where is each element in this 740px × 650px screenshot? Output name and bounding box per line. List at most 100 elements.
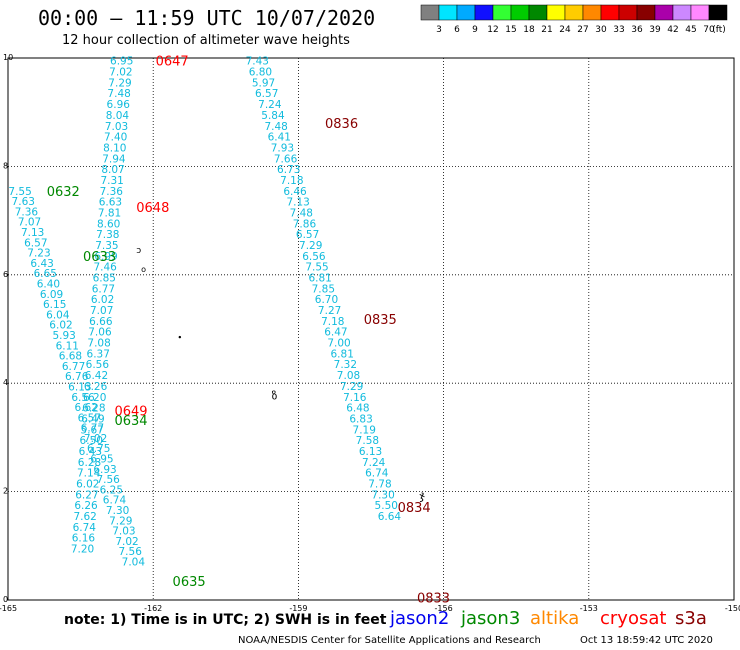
colorbar-unit: (ft): [712, 25, 726, 35]
wave-height-label: 6.09: [40, 289, 63, 301]
wave-height-label: 6.95: [90, 454, 113, 466]
wave-height-label: 6.62: [74, 402, 97, 414]
colorbar-label: 70: [703, 25, 715, 35]
pass-time-label: 0633: [83, 250, 116, 265]
wave-height-label: 7.20: [71, 544, 94, 556]
wave-height-label: 7.55: [305, 262, 328, 274]
wave-height-label: 7.48: [107, 88, 130, 100]
wave-height-label: 5.93: [52, 330, 75, 342]
wave-height-label: 7.18: [321, 316, 344, 328]
wave-height-label: 7.02: [115, 536, 138, 548]
island-glyph: o: [141, 265, 146, 274]
island-glyph: ɔ: [136, 246, 141, 256]
wave-height-label: 6.74: [73, 522, 97, 534]
wave-height-label: 6.43: [30, 258, 53, 270]
y-tick-label: 8: [3, 161, 8, 170]
colorbar-label: 3: [436, 25, 442, 35]
wave-height-label: 7.38: [96, 229, 119, 241]
colorbar-label: 21: [541, 25, 552, 35]
colorbar-label: 24: [559, 25, 571, 35]
legend-s3a: s3a: [675, 608, 707, 629]
wave-height-label: 7.46: [93, 262, 117, 274]
wave-height-label: 6.77: [62, 361, 85, 373]
wave-height-label: 6.64: [378, 511, 402, 523]
wave-height-label: 6.85: [93, 273, 116, 285]
legend-cryosat: cryosat: [600, 608, 667, 629]
wave-height-label: 6.37: [87, 348, 110, 360]
island-glyph: ზ: [272, 389, 278, 402]
wave-height-label: 6.81: [331, 348, 354, 360]
wave-height-label: 6.47: [324, 327, 347, 339]
y-tick-label: 6: [3, 270, 8, 279]
colorbar-label: 39: [649, 25, 661, 35]
x-tick-label: -150: [725, 604, 740, 613]
colorbar-label: 36: [631, 25, 643, 35]
wave-height-label: 6.56: [86, 359, 110, 371]
wave-height-label: 6.81: [308, 273, 331, 285]
colorbar-label: 6: [454, 25, 460, 35]
colorbar-label: 27: [577, 25, 588, 35]
color-scale-legend: 3 6 9 12 15 18 21 24 27 30 33 36 39 42 45 70(ft): [420, 4, 728, 35]
wave-height-label: 6.02: [76, 478, 99, 490]
wave-height-label: 7.13: [286, 197, 309, 209]
wave-height-label: 6.16: [72, 533, 96, 545]
wave-height-label: 7.18: [280, 175, 303, 187]
wave-height-label: 6.49: [81, 413, 104, 425]
wave-height-label: 7.27: [318, 305, 341, 317]
wave-height-label: 7.29: [299, 240, 322, 252]
wave-height-label: 6.56: [71, 392, 95, 404]
wave-height-label: 7.24: [362, 457, 386, 469]
wave-height-label: 7.48: [290, 207, 313, 219]
x-tick-label: -156: [435, 604, 453, 613]
wave-height-label: 6.73: [277, 164, 300, 176]
wave-height-label: 7.93: [271, 142, 294, 154]
colorbar-label: 33: [613, 25, 624, 35]
wave-height-label: 7.03: [105, 121, 128, 133]
wave-height-label: 7.56: [119, 546, 143, 558]
wave-height-label: 7.48: [264, 121, 287, 133]
wave-height-label: 7.32: [334, 359, 357, 371]
colorbar-label: 30: [595, 25, 607, 35]
wave-height-label: 7.04: [122, 557, 146, 569]
wave-height-label: 7.16: [343, 392, 367, 404]
wave-height-label: 6.56: [302, 251, 326, 263]
wave-height-label: 6.76: [65, 371, 89, 383]
pass-time-label: 0834: [398, 501, 431, 516]
wave-height-label: 7.94: [102, 153, 126, 165]
wave-height-label: 8.04: [106, 110, 130, 122]
wave-height-label: 7.07: [18, 217, 41, 229]
wave-height-label: 6.48: [346, 403, 369, 415]
wave-height-label: 6.66: [89, 316, 113, 328]
wave-height-label: 6.57: [296, 229, 319, 241]
pass-time-label: 0647: [156, 55, 189, 70]
x-tick-label: -153: [580, 604, 598, 613]
wave-height-label: 7.78: [368, 478, 391, 490]
wave-height-label: 7.63: [12, 196, 35, 208]
pass-time-label: 0648: [136, 201, 169, 216]
colorbar-label: 42: [667, 25, 678, 35]
colorbar-label: 15: [505, 25, 516, 35]
wave-height-label: 6.83: [349, 413, 372, 425]
wave-height-label: 7.08: [87, 338, 110, 350]
wave-height-label: 6.77: [81, 423, 104, 435]
wave-height-label: 7.35: [95, 240, 118, 252]
wave-height-label: 7.62: [73, 511, 96, 523]
wave-height-label: 5.67: [80, 424, 103, 436]
wave-height-label: 7.02: [84, 433, 107, 445]
wave-height-label: 6.28: [78, 457, 101, 469]
wave-height-label: 6.02: [91, 294, 114, 306]
wave-height-label: 7.66: [274, 153, 298, 165]
wave-height-label: 6.25: [100, 484, 123, 496]
x-tick-label: -162: [144, 604, 162, 613]
wave-height-label: 6.74: [103, 495, 127, 507]
colorbar-swatch: [708, 4, 728, 21]
wave-height-label: 7.85: [312, 283, 335, 295]
legend-jason2: jason2: [390, 608, 450, 629]
plot-frame: [7, 57, 735, 601]
pass-time-label: 0634: [114, 414, 147, 429]
pass-time-label: 0835: [364, 313, 397, 328]
wave-height-label: 7.30: [371, 489, 394, 501]
wave-height-label: 7.36: [15, 206, 39, 218]
wave-height-label: 7.58: [356, 435, 379, 447]
pass-time-label: 0833: [417, 591, 450, 606]
